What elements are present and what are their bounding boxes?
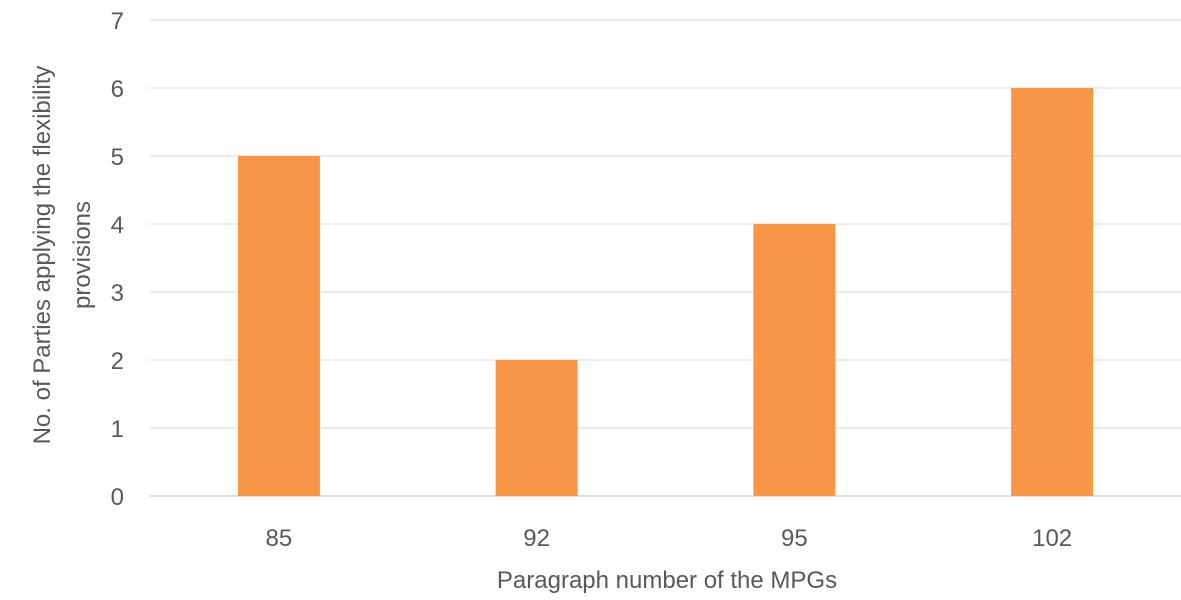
x-tick-label: 95 <box>781 525 808 552</box>
bar <box>495 360 578 496</box>
y-axis-title-line-1: No. of Parties applying the flexibility <box>29 66 56 445</box>
y-tick-label: 4 <box>111 212 124 239</box>
y-tick-label: 1 <box>111 416 124 443</box>
x-tick-label: 85 <box>266 525 293 552</box>
gridlines <box>150 19 1181 497</box>
y-axis-title: No. of Parties applying the flexibility … <box>29 66 96 445</box>
x-tick-label: 102 <box>1032 525 1072 552</box>
y-tick-label: 6 <box>111 76 124 103</box>
y-tick-labels: 0 1 2 3 4 5 6 7 <box>111 8 124 511</box>
bar <box>1011 88 1094 496</box>
bar <box>753 224 836 496</box>
y-tick-label: 0 <box>111 484 124 511</box>
bars <box>237 88 1094 496</box>
bar <box>237 156 320 496</box>
x-tick-labels: 85 92 95 102 <box>266 525 1073 552</box>
y-tick-label: 5 <box>111 144 124 171</box>
y-tick-label: 7 <box>111 8 124 35</box>
y-tick-label: 2 <box>111 348 124 375</box>
y-axis-title-line-2: provisions <box>69 201 96 309</box>
x-tick-label: 92 <box>523 525 550 552</box>
x-axis-title: Paragraph number of the MPGs <box>497 567 837 594</box>
y-tick-label: 3 <box>111 280 124 307</box>
